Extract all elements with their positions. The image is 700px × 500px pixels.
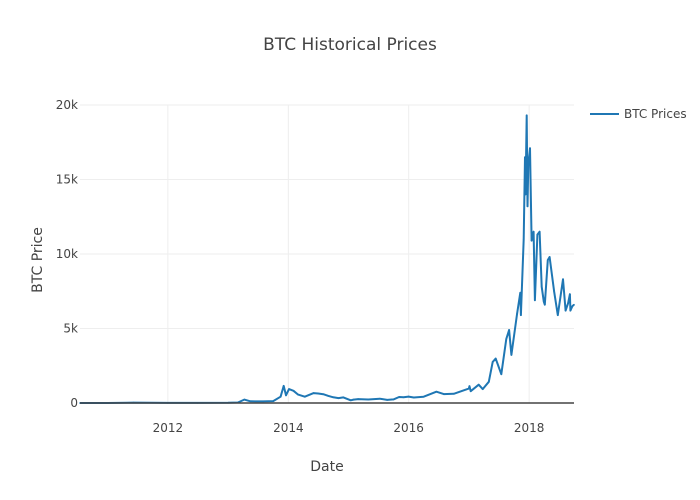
data-point (505, 338, 508, 340)
data-point (468, 387, 470, 390)
data-point (312, 392, 315, 394)
data-point (526, 205, 529, 208)
data-point (392, 398, 395, 401)
x-axis-title: Date (310, 459, 343, 475)
data-point (332, 396, 335, 399)
data-point (386, 399, 389, 401)
y-tick-label: 5k (63, 322, 78, 336)
data-point (553, 290, 555, 293)
data-point (285, 394, 287, 397)
data-point (494, 357, 497, 360)
data-point (527, 163, 530, 166)
data-point (249, 400, 252, 403)
data-point (481, 388, 484, 390)
data-point (469, 390, 472, 393)
data-point (530, 239, 533, 242)
data-point (569, 309, 572, 312)
data-point (402, 396, 405, 399)
data-point (327, 395, 330, 397)
data-point (548, 256, 551, 258)
x-tick-label: 2012 (153, 421, 184, 435)
data-point (453, 393, 455, 395)
y-axis-ticks: 0 5k 10k 15k 20k (56, 98, 78, 410)
data-point (407, 395, 410, 398)
data-point (398, 396, 400, 398)
data-point (569, 293, 571, 296)
data-point (524, 193, 527, 196)
x-tick-label: 2018 (514, 421, 545, 435)
data-point (532, 230, 535, 233)
data-point (477, 383, 480, 386)
y-tick-label: 10k (56, 247, 78, 261)
data-point (288, 388, 290, 390)
data-point (540, 286, 543, 288)
legend[interactable]: BTC Prices (590, 107, 687, 121)
data-point (543, 300, 545, 303)
data-point (573, 303, 575, 306)
data-point (367, 398, 370, 401)
chart-title: BTC Historical Prices (263, 35, 437, 55)
data-point (352, 398, 355, 401)
x-tick-label: 2016 (393, 421, 424, 435)
data-point (510, 354, 513, 356)
data-point (524, 156, 526, 158)
data-point (435, 390, 438, 393)
data-point (342, 396, 345, 399)
data-point (562, 278, 564, 281)
data-point (279, 395, 282, 398)
data-point (317, 392, 320, 395)
data-point (468, 385, 471, 388)
data-point (567, 302, 569, 305)
x-axis-ticks: 2012 2014 2016 2018 (153, 421, 545, 435)
data-point (413, 396, 415, 399)
legend-label-btc-prices: BTC Prices (624, 107, 687, 121)
data-point (422, 395, 425, 398)
data-point (564, 309, 567, 312)
data-point (534, 299, 536, 302)
data-point (297, 393, 299, 396)
data-point (522, 238, 525, 240)
y-axis-title: BTC Price (30, 227, 46, 293)
data-point (282, 385, 285, 387)
data-point (292, 390, 295, 392)
data-point (337, 397, 340, 399)
data-point (519, 291, 522, 294)
data-point (491, 361, 494, 363)
data-point (304, 395, 306, 398)
x-tick-label: 2014 (273, 421, 304, 435)
data-point (500, 373, 503, 376)
data-point (520, 314, 522, 316)
y-tick-label: 0 (70, 396, 78, 410)
data-point (262, 400, 264, 403)
data-point (488, 381, 490, 383)
data-point (516, 312, 518, 315)
data-point (536, 233, 539, 236)
data-point (557, 314, 559, 316)
data-point (547, 259, 549, 261)
data-point (529, 147, 531, 149)
data-point (508, 329, 510, 331)
data-point (544, 303, 546, 306)
data-point (443, 393, 445, 395)
data-point (243, 398, 246, 401)
y-tick-label: 15k (56, 173, 78, 187)
data-point (525, 114, 528, 117)
data-point (379, 397, 381, 400)
y-tick-label: 20k (56, 98, 78, 112)
data-point (322, 393, 325, 396)
data-point (357, 398, 360, 400)
data-point (349, 399, 352, 402)
data-point (538, 230, 541, 233)
data-point (571, 305, 574, 307)
data-point (272, 400, 275, 402)
